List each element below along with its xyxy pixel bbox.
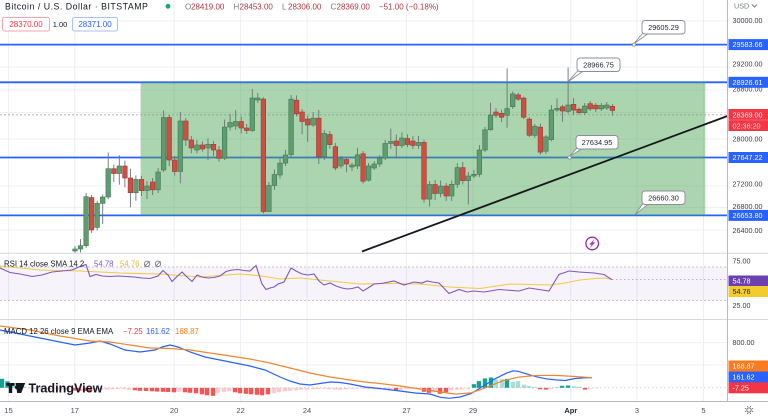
svg-text:26800.00: 26800.00 xyxy=(733,202,763,211)
svg-text:O: O xyxy=(185,2,191,11)
svg-text:5: 5 xyxy=(701,406,705,415)
svg-text:-7.25: -7.25 xyxy=(733,383,749,392)
svg-text:15: 15 xyxy=(4,406,12,415)
svg-text:17: 17 xyxy=(71,406,79,415)
svg-text:−51.00 (−0.18%): −51.00 (−0.18%) xyxy=(379,2,439,11)
svg-text:27647.22: 27647.22 xyxy=(733,153,763,162)
svg-text:27634.95: 27634.95 xyxy=(582,138,613,147)
svg-text:C: C xyxy=(331,2,337,11)
svg-text:24: 24 xyxy=(303,406,311,415)
svg-text:168.87: 168.87 xyxy=(733,362,755,371)
svg-text:75.00: 75.00 xyxy=(733,257,751,266)
svg-text:MACD 12 26 close 9 EMA EMA: MACD 12 26 close 9 EMA EMA xyxy=(4,327,114,336)
svg-text:02:36:20: 02:36:20 xyxy=(733,121,761,130)
svg-text:29: 29 xyxy=(469,406,477,415)
svg-text:28369.00: 28369.00 xyxy=(337,2,371,11)
svg-text:22: 22 xyxy=(236,406,244,415)
svg-text:54.76: 54.76 xyxy=(733,287,751,296)
svg-text:28419.00: 28419.00 xyxy=(191,2,225,11)
svg-text:29583.66: 29583.66 xyxy=(733,40,763,49)
svg-text:54.78: 54.78 xyxy=(733,277,751,286)
svg-text:161.62: 161.62 xyxy=(733,373,755,382)
svg-text:28800.00: 28800.00 xyxy=(733,85,763,94)
svg-text:Bitcoin / U.S. Dollar · BITSTA: Bitcoin / U.S. Dollar · BITSTAMP xyxy=(5,1,148,11)
svg-text:28306.00: 28306.00 xyxy=(288,2,322,11)
svg-text:26653.80: 26653.80 xyxy=(733,211,763,220)
svg-text:54.76: 54.76 xyxy=(120,260,140,269)
svg-text:H: H xyxy=(234,2,240,11)
svg-text:Apr: Apr xyxy=(564,406,577,415)
svg-text:3: 3 xyxy=(635,406,639,415)
svg-text:800.00: 800.00 xyxy=(733,338,755,347)
svg-text:TradingView: TradingView xyxy=(29,382,103,396)
svg-text:28369.00: 28369.00 xyxy=(733,110,763,119)
svg-text:28371.00: 28371.00 xyxy=(78,20,112,29)
svg-text:−7.25: −7.25 xyxy=(123,327,143,336)
svg-text:26400.00: 26400.00 xyxy=(733,226,763,235)
svg-text:29605.29: 29605.29 xyxy=(648,23,679,32)
svg-text:28966.75: 28966.75 xyxy=(583,60,614,69)
svg-text:27: 27 xyxy=(402,406,410,415)
svg-text:161.62: 161.62 xyxy=(146,327,170,336)
svg-text:168.87: 168.87 xyxy=(175,327,199,336)
svg-text:1.00: 1.00 xyxy=(53,20,68,29)
svg-text:54.78: 54.78 xyxy=(94,260,114,269)
svg-text:28453.00: 28453.00 xyxy=(240,2,274,11)
svg-text:30000.00: 30000.00 xyxy=(733,16,763,25)
svg-text:29200.00: 29200.00 xyxy=(733,60,763,69)
svg-text:L: L xyxy=(282,2,287,11)
svg-text:26660.30: 26660.30 xyxy=(648,193,679,202)
svg-text:25.00: 25.00 xyxy=(733,301,751,310)
svg-text:28370.00: 28370.00 xyxy=(9,20,43,29)
svg-text:28000.00: 28000.00 xyxy=(733,135,763,144)
svg-text:28926.61: 28926.61 xyxy=(733,78,763,87)
svg-text:RSI 14 close SMA 14 2: RSI 14 close SMA 14 2 xyxy=(4,260,84,269)
svg-text:27200.00: 27200.00 xyxy=(733,180,763,189)
svg-text:20: 20 xyxy=(170,406,178,415)
svg-text:USD: USD xyxy=(734,2,749,11)
